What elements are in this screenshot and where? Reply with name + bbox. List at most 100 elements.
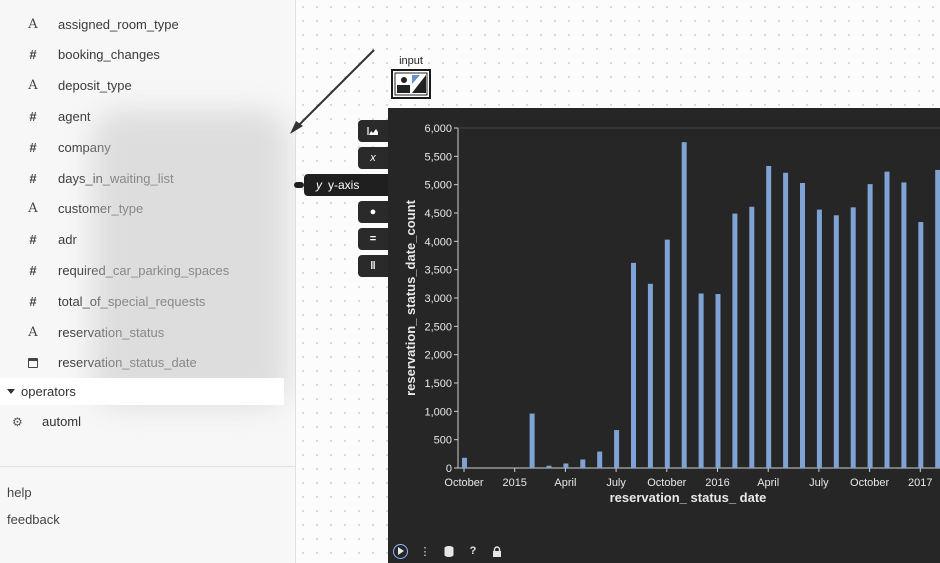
y-tick-label: 2,500 (424, 321, 452, 333)
y-tick-label: 5,000 (424, 180, 452, 192)
x-tick-label: April (554, 477, 576, 489)
field-item-booking-changes[interactable]: # booking_changes (22, 44, 160, 66)
bar-4 (529, 413, 535, 468)
bar-19 (783, 172, 789, 468)
number-type-icon: # (29, 139, 37, 155)
y-axis-label: y-axis (328, 178, 360, 192)
lock-icon[interactable] (490, 544, 504, 558)
input-node[interactable]: input (389, 55, 433, 99)
field-label: adr (58, 232, 77, 248)
number-type-icon: # (29, 293, 37, 309)
field-label: deposit_type (58, 78, 132, 94)
caret-down-icon (7, 389, 15, 394)
number-type-icon: # (29, 262, 37, 278)
divider (0, 466, 296, 467)
columns-icon: ‖ (370, 260, 376, 272)
bar-7 (580, 459, 586, 468)
string-type-icon: A (28, 201, 38, 217)
number-type-icon: # (29, 170, 37, 186)
palette-icon: ● (369, 206, 377, 218)
x-tick-label: October (444, 477, 483, 489)
play-icon[interactable] (393, 543, 408, 559)
y-tick-label: 1,500 (424, 378, 452, 390)
gears-icon: ⚙ (12, 414, 23, 429)
chart-toolbar: ⋮ ? (388, 539, 940, 563)
bar-15 (715, 294, 721, 468)
operators-label: operators (21, 384, 76, 399)
input-node-box[interactable] (391, 69, 431, 99)
y-axis-encoding-button[interactable]: y y-axis (294, 174, 388, 196)
bar-26 (901, 182, 907, 468)
y-tick-label: 6,000 (424, 123, 452, 135)
image-input-icon (394, 72, 428, 96)
y-tick-label: 4,000 (424, 236, 452, 248)
bar-13 (681, 142, 687, 468)
bar-27 (918, 222, 924, 468)
facet-encoding-button[interactable]: ‖ (358, 255, 388, 277)
bar-21 (816, 209, 822, 468)
bar-28 (935, 169, 940, 468)
bar-14 (698, 293, 704, 468)
bar-chart: 0 500 1,000 1,500 2,000 2,500 3,000 3,500 4,000 4… (403, 123, 940, 505)
bar-0 (462, 457, 467, 468)
bar-8 (597, 451, 603, 468)
bar-17 (749, 206, 755, 468)
color-encoding-button[interactable]: ● (358, 201, 388, 223)
help-link[interactable]: help (7, 485, 32, 500)
bar-24 (867, 184, 873, 468)
bar-20 (800, 182, 805, 468)
bar-5 (546, 465, 552, 468)
y-tick-label: 5,500 (424, 151, 452, 163)
field-label: agent (58, 108, 91, 124)
bar-23 (850, 207, 856, 468)
field-item-agent[interactable]: # agent (22, 105, 91, 127)
database-icon[interactable] (442, 544, 456, 558)
bar-25 (884, 171, 890, 468)
bar-12 (664, 239, 670, 468)
x-tick-label: October (647, 477, 686, 489)
number-type-icon: # (29, 232, 37, 248)
y-tick-label: 3,000 (424, 293, 452, 305)
bar-11 (647, 283, 653, 468)
bar-6 (563, 463, 569, 468)
y-glyph: y (316, 178, 322, 192)
help-icon[interactable]: ? (469, 545, 477, 557)
operator-item-automl[interactable]: ⚙ automl (12, 414, 81, 429)
more-options-icon[interactable]: ⋮ (419, 545, 431, 558)
y-tick-label: 4,500 (424, 208, 452, 220)
x-encoding-button[interactable]: x (358, 147, 388, 169)
y-tick-label: 0 (446, 463, 452, 475)
operators-section-toggle[interactable]: operators (0, 378, 284, 405)
x-axis-title: reservation_ status_ date (610, 490, 767, 505)
x-glyph: x (370, 152, 376, 164)
bar-22 (833, 215, 839, 468)
drag-handle[interactable] (294, 182, 304, 188)
string-type-icon: A (28, 324, 38, 340)
x-tick-label: October (850, 477, 889, 489)
y-tick-label: 1,000 (424, 406, 452, 418)
x-tick-label: July (606, 477, 626, 489)
number-type-icon: # (29, 47, 37, 63)
field-item-adr[interactable]: # adr (22, 229, 77, 251)
y-tick-label: 2,000 (424, 350, 452, 362)
chart-panel: 0 500 1,000 1,500 2,000 2,500 3,000 3,500 4,000 4… (388, 108, 940, 563)
number-type-icon: # (29, 108, 37, 124)
filter-encoding-button[interactable]: = (358, 228, 388, 250)
area-chart-icon (367, 127, 378, 135)
input-node-label: input (399, 55, 423, 67)
y-axis-title: reservation_ status_date_count (403, 199, 418, 395)
field-label: booking_changes (58, 47, 160, 63)
chart-type-button[interactable] (358, 120, 388, 142)
equals-icon: = (369, 233, 377, 245)
calendar-icon (28, 357, 38, 368)
x-tick-label: 2015 (502, 477, 526, 489)
x-tick-label: 2017 (908, 477, 932, 489)
bar-10 (631, 262, 636, 468)
feedback-link[interactable]: feedback (7, 512, 60, 527)
x-tick-label: 2016 (705, 477, 729, 489)
x-tick-label: July (809, 477, 829, 489)
bar-9 (614, 430, 620, 468)
